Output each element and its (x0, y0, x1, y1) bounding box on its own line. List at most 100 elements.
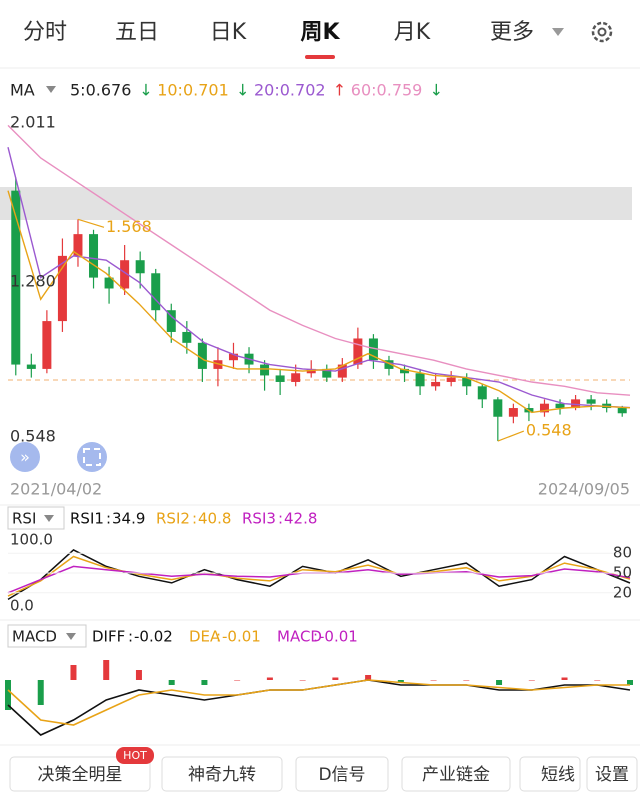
rsi-line (7, 555, 631, 597)
macd-bar (168, 680, 175, 685)
candle-body (166, 310, 176, 332)
legend-name: RSI3 (242, 510, 276, 528)
dropdown-icon[interactable] (552, 28, 564, 36)
candle-body (151, 273, 161, 311)
macd-bar (332, 677, 339, 680)
candle-body (353, 338, 363, 365)
ma-line (7, 124, 631, 396)
feature-button[interactable] (161, 756, 283, 792)
ma-value: 5:0.676 (70, 81, 131, 100)
candle-body (337, 364, 347, 378)
legend-value: -0.01 (319, 628, 358, 646)
legend-sep: : (216, 628, 221, 646)
legend-value: 40.8 (198, 510, 231, 528)
button-label[interactable]: D信号 (318, 765, 365, 785)
y2-tick-label: 20 (613, 583, 632, 601)
y-tick-label: 0.0 (10, 597, 34, 615)
candle-body (508, 408, 518, 417)
y2-tick-label: 80 (613, 544, 632, 562)
settings-label[interactable]: 设置 (595, 765, 629, 785)
candle-body (384, 360, 394, 369)
macd-bar (201, 680, 208, 685)
y-tick-label: 2.011 (10, 113, 56, 132)
candle-body (539, 403, 549, 413)
candle-body (197, 342, 207, 369)
candle-body (368, 338, 378, 361)
highlight-band (0, 187, 632, 220)
tab[interactable]: 五日 (115, 20, 159, 45)
tab[interactable]: 周K (300, 20, 340, 45)
candle-body (431, 381, 441, 387)
fullscreen-button[interactable] (77, 442, 107, 472)
start-date: 2021/04/02 (10, 480, 102, 499)
candle-body (120, 260, 130, 289)
candle-body (477, 386, 487, 400)
badge (116, 747, 154, 764)
macd-bar (561, 677, 568, 680)
candle-body (135, 260, 145, 274)
macd-bar (299, 680, 306, 681)
legend-sep: : (192, 510, 197, 528)
macd-bar (627, 680, 633, 685)
button-label[interactable]: 短线 (541, 765, 575, 785)
tab-indicator (305, 55, 335, 59)
button-label[interactable]: 产业链金 (422, 765, 490, 785)
candle-body (182, 331, 192, 343)
macd-bar (594, 680, 601, 681)
settings-icon[interactable] (591, 21, 613, 43)
feature-button[interactable] (401, 756, 511, 792)
indicator-select[interactable] (7, 624, 87, 648)
ma-value: 10:0.701 (157, 81, 229, 100)
candle-body (260, 364, 270, 376)
legend-name: MACD (277, 628, 322, 646)
candle-body (322, 368, 332, 378)
tab[interactable]: 日K (210, 20, 247, 45)
candle-body (57, 255, 67, 322)
candle-body (104, 277, 114, 289)
expand-button[interactable] (10, 442, 40, 472)
indicator-dropdown[interactable] (44, 515, 54, 522)
ma-arrow: ↑ (333, 81, 346, 100)
candle-body (275, 375, 285, 382)
candle-body (73, 234, 83, 256)
feature-button[interactable] (295, 756, 389, 792)
y-tick-label: 1.280 (10, 271, 56, 290)
legend-value: 42.8 (284, 510, 317, 528)
indicator-title: RSI (12, 510, 36, 528)
ma-arrow: ↓ (236, 81, 249, 100)
legend-value: 34.9 (112, 510, 145, 528)
button-label[interactable]: 决策全明星 (38, 765, 123, 785)
fullscreen-icon (83, 448, 101, 466)
ma-line (7, 190, 631, 414)
candle-body (555, 403, 565, 409)
feature-button[interactable] (9, 756, 151, 792)
macd-bar (266, 677, 273, 680)
tab[interactable]: 更多 (490, 20, 534, 45)
legend-sep: : (313, 628, 318, 646)
candle-body (11, 190, 21, 365)
ma-arrow: ↓ (139, 81, 152, 100)
candle-body (586, 399, 596, 404)
indicator-dropdown[interactable] (66, 633, 76, 640)
annotation-label: 1.568 (106, 217, 152, 236)
expand-icon: » (20, 448, 30, 467)
y-tick-label: 0.548 (10, 427, 56, 446)
y-tick-label: 100.0 (10, 531, 53, 549)
settings-button[interactable] (586, 756, 638, 792)
feature-button[interactable] (519, 756, 581, 792)
button-label[interactable]: 神奇九转 (188, 765, 256, 785)
legend-sep: : (106, 510, 111, 528)
end-date: 2024/09/05 (538, 480, 630, 499)
legend-value: -0.01 (222, 628, 261, 646)
tab[interactable]: 分时 (23, 20, 67, 45)
ma-value: 60:0.759 (351, 81, 423, 100)
candle-body (213, 360, 223, 369)
indicator-select[interactable] (7, 506, 65, 530)
candle-body (228, 353, 238, 361)
annotation-label: 0.548 (526, 421, 572, 440)
candle-body (462, 377, 472, 387)
ma-dropdown[interactable] (46, 86, 56, 93)
tab[interactable]: 月K (394, 20, 431, 45)
macd-bar (496, 680, 503, 685)
